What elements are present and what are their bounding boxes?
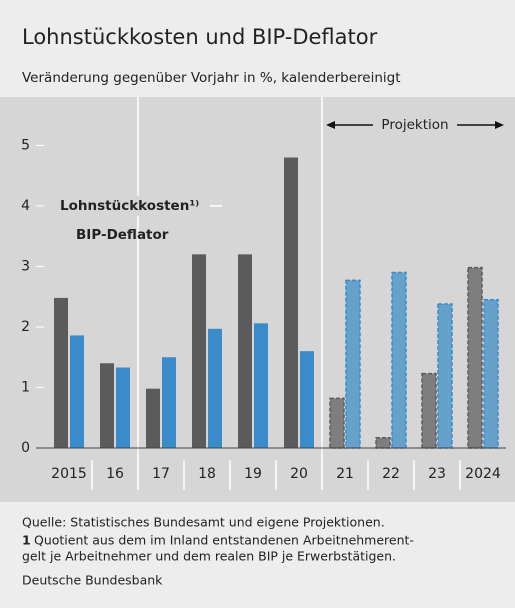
legend-entry: Lohnstückkosten¹⁾ xyxy=(60,198,199,214)
bar xyxy=(329,397,345,449)
bar xyxy=(208,328,222,448)
bar xyxy=(375,436,391,449)
bar xyxy=(483,298,499,449)
bar xyxy=(162,357,176,448)
bar xyxy=(238,254,252,448)
x-tick-label: 17 xyxy=(152,466,170,482)
bar xyxy=(70,335,84,448)
bar xyxy=(100,363,114,448)
y-tick-label: 4 xyxy=(21,198,30,214)
bar xyxy=(437,303,453,449)
x-tick-label: 16 xyxy=(106,466,124,482)
publisher: Deutsche Bundesbank xyxy=(22,573,163,588)
annotation: Projektion xyxy=(381,117,448,133)
y-tick-label: 0 xyxy=(21,440,30,456)
y-tick-label: 1 xyxy=(21,379,30,395)
footnote-marker: 1 xyxy=(22,533,31,548)
x-tick-label: 19 xyxy=(244,466,262,482)
x-tick-label: 20 xyxy=(290,466,308,482)
legend-bg xyxy=(58,195,210,216)
x-tick-label: 2015 xyxy=(51,466,87,482)
y-tick-label: 3 xyxy=(21,258,30,274)
arrow-head xyxy=(326,121,335,129)
bar xyxy=(146,388,160,448)
bar xyxy=(467,266,483,449)
x-tick-label: 18 xyxy=(198,466,216,482)
bar xyxy=(116,367,130,448)
bar xyxy=(345,279,361,449)
bar xyxy=(300,351,314,448)
y-tick-label: 5 xyxy=(21,137,30,153)
x-tick-label: 23 xyxy=(428,466,446,482)
x-tick-label: 2024 xyxy=(465,466,501,482)
footnote-line: gelt je Arbeitnehmer und dem realen BIP … xyxy=(22,549,396,564)
footnote-line: Quotient aus dem im Inland entstandenen … xyxy=(34,533,414,548)
x-tick-label: 22 xyxy=(382,466,400,482)
legend-entry: BIP-Deflator xyxy=(76,227,169,243)
y-tick-label: 2 xyxy=(21,319,30,335)
bar xyxy=(391,271,407,449)
bar xyxy=(192,254,206,448)
source: Quelle: Statistisches Bundesamt und eige… xyxy=(22,515,385,530)
bar xyxy=(421,372,437,449)
arrow-head xyxy=(495,121,504,129)
bar xyxy=(284,157,298,448)
chart-title: Lohnstückkosten und BIP-Deflator xyxy=(22,25,378,49)
subtitle: Veränderung gegenüber Vorjahr in %, kale… xyxy=(22,70,401,86)
bar xyxy=(54,297,68,448)
bar xyxy=(254,323,268,448)
x-tick-label: 21 xyxy=(336,466,354,482)
